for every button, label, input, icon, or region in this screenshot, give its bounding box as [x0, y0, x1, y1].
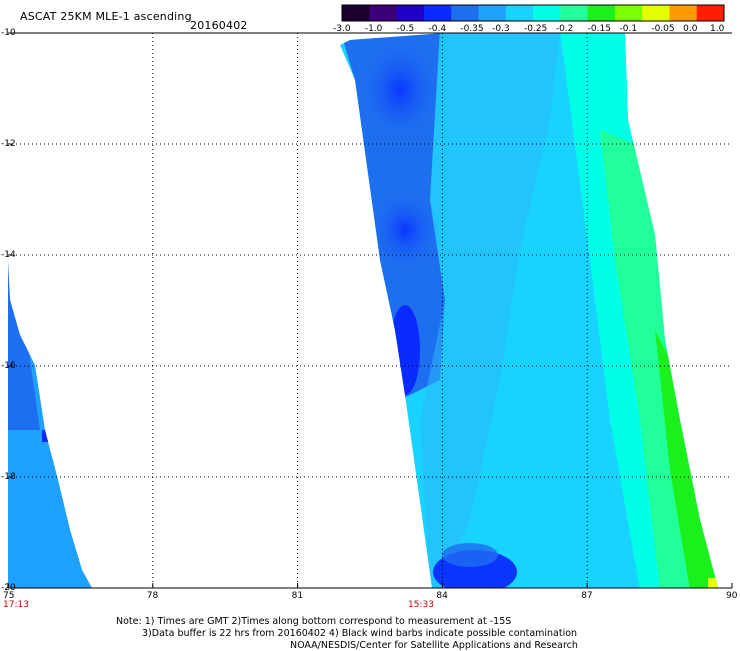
lon-label: 81 [291, 591, 304, 601]
swath-east [340, 33, 718, 588]
note-line-1: Note: 1) Times are GMT 2)Times along bot… [116, 616, 512, 627]
product-date: 20160402 [190, 19, 248, 32]
plot-frame [8, 32, 732, 589]
colorbar [341, 4, 725, 22]
time-label-west: 17:13 [3, 600, 29, 610]
colorbar-label: 0.0 [683, 24, 698, 34]
colorbar-swatch [560, 5, 589, 21]
colorbar-label: -0.15 [587, 24, 611, 34]
colorbar-swatch [669, 5, 698, 21]
graticule [8, 33, 732, 588]
colorbar-swatch [533, 5, 561, 21]
lon-label: 84 [436, 591, 448, 601]
colorbar-swatch [423, 5, 452, 21]
colorbar-label: -0.05 [651, 24, 675, 34]
colorbar-swatch [369, 5, 398, 21]
product-title: ASCAT 25KM MLE-1 ascending [20, 10, 192, 23]
colorbar-swatch [478, 5, 507, 21]
lat-label: -10 [1, 28, 16, 38]
colorbar-frame [341, 4, 725, 22]
colorbar-label: -0.3 [492, 24, 510, 34]
colorbar-swatch [396, 5, 425, 21]
note-line-3: NOAA/NESDIS/Center for Satellite Applica… [290, 640, 578, 651]
colorbar-label: 1.0 [710, 24, 725, 34]
colorbar-label: -0.4 [428, 24, 447, 34]
colorbar-swatch [696, 5, 725, 21]
colorbar-label: -0.35 [460, 24, 484, 34]
lat-label: -18 [1, 472, 16, 482]
lon-label: 87 [581, 591, 593, 601]
colorbar-swatch [642, 5, 670, 21]
colorbar-label: -0.25 [524, 24, 548, 34]
lat-label: -20 [1, 583, 16, 593]
swath-west [8, 262, 92, 588]
colorbar-swatch [614, 5, 643, 21]
colorbar-label: -3.0 [333, 24, 351, 34]
note-line-2: 3)Data buffer is 22 hrs from 20160402 4)… [142, 628, 578, 639]
lat-label: -16 [1, 361, 16, 371]
colorbar-label: -0.2 [555, 24, 574, 34]
time-label-east: 15:33 [408, 600, 434, 610]
lon-label: 78 [146, 591, 159, 601]
colorbar-label: -0.5 [396, 24, 415, 34]
colorbar-swatch [505, 5, 534, 21]
lat-label: -12 [1, 139, 16, 149]
lon-label: 75 [3, 591, 15, 601]
lat-label: -14 [1, 250, 16, 260]
lon-label: 90 [726, 591, 738, 601]
colorbar-label: -1.0 [364, 24, 383, 34]
colorbar-swatch [342, 5, 370, 21]
colorbar-label: -0.1 [619, 24, 638, 34]
colorbar-swatch [451, 5, 479, 21]
colorbar-swatch [587, 5, 616, 21]
